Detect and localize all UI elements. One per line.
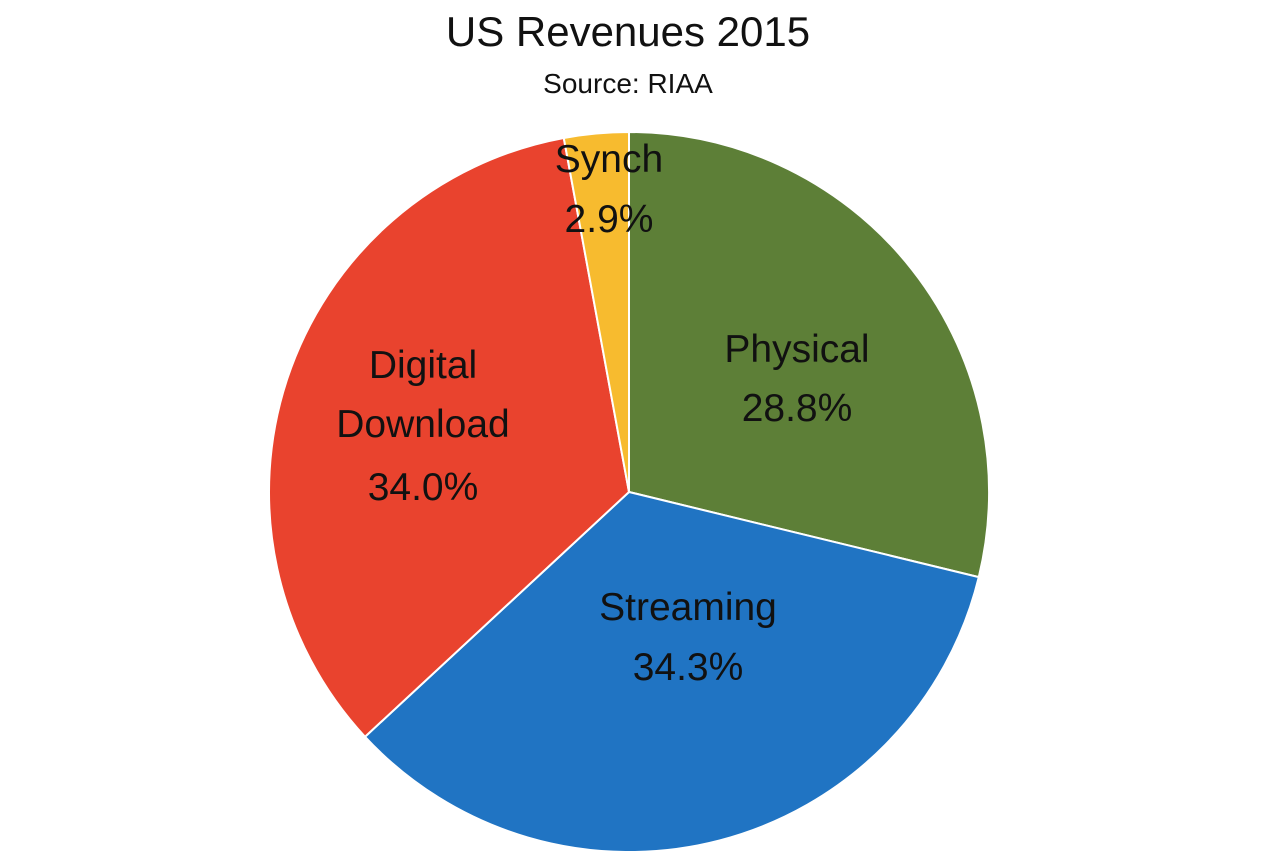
slice-name-label-streaming: Streaming bbox=[599, 586, 777, 629]
slice-name-label-synch: Synch bbox=[555, 138, 663, 181]
pie-slice-synch bbox=[562, 130, 630, 493]
slice-name-label-digital-download: Digital bbox=[369, 344, 477, 387]
pie-slice-digital-download bbox=[268, 136, 631, 739]
slice-value-label-synch: 2.9% bbox=[565, 198, 654, 241]
slice-name-label-digital-download: Download bbox=[336, 403, 509, 446]
pie-slice-physical bbox=[628, 130, 990, 579]
slice-value-label-digital-download: 34.0% bbox=[368, 466, 479, 509]
pie-slice-streaming bbox=[363, 490, 980, 853]
chart-title: US Revenues 2015 bbox=[445, 8, 811, 55]
slice-name-label-physical: Physical bbox=[724, 328, 869, 371]
slice-value-label-streaming: 34.3% bbox=[633, 646, 744, 689]
chart-subtitle: Source: RIAA bbox=[543, 68, 713, 99]
slice-value-label-physical: 28.8% bbox=[742, 387, 853, 430]
